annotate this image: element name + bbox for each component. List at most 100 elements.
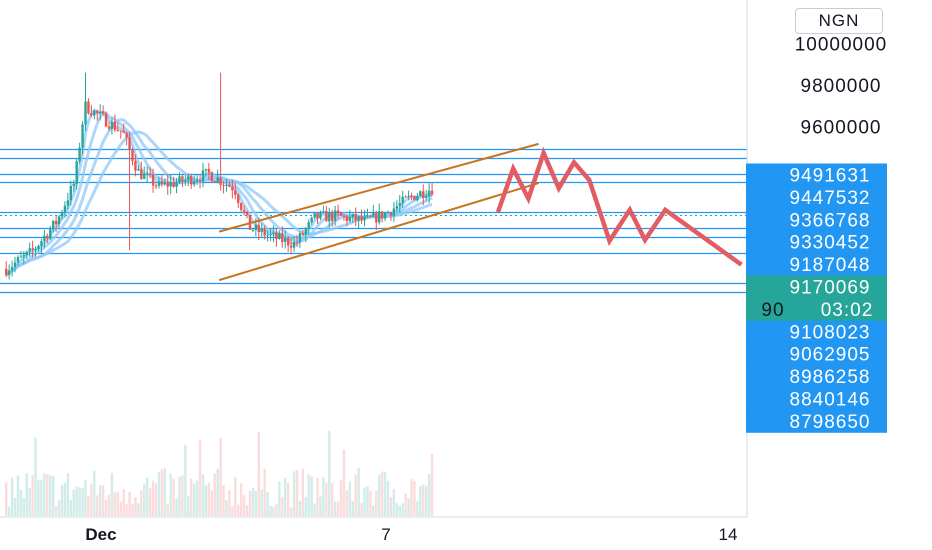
- volume-bar: [336, 501, 340, 516]
- candle-body: [96, 110, 99, 114]
- volume-bar: [298, 500, 302, 516]
- price-tag-label: 9447532: [790, 188, 871, 209]
- volume-bar: [213, 473, 216, 516]
- candle-body: [410, 195, 413, 197]
- candle-body: [31, 248, 34, 250]
- volume-bar: [372, 505, 375, 516]
- candle-body: [422, 191, 425, 199]
- volume-bar: [119, 501, 122, 516]
- volume-bar: [175, 498, 178, 516]
- candle-body: [63, 205, 67, 213]
- volume-bar: [425, 485, 428, 516]
- candle-body: [430, 190, 434, 195]
- volume-bar: [101, 485, 105, 516]
- price-tag: [746, 185, 887, 209]
- candle-body: [19, 256, 23, 258]
- candle-body: [143, 173, 146, 179]
- volume-bar: [219, 438, 222, 516]
- volume-bar: [128, 491, 131, 516]
- volume-bar: [245, 505, 249, 516]
- candle-body: [57, 216, 61, 225]
- volume-bar: [60, 484, 64, 516]
- candle-body: [275, 232, 278, 240]
- volume-bar: [304, 496, 307, 516]
- volume-bar: [178, 476, 181, 516]
- volume-bar: [148, 488, 152, 516]
- candle-body: [425, 196, 428, 199]
- candle-body: [369, 215, 372, 217]
- candle-body: [137, 169, 140, 171]
- price-tag: [746, 163, 887, 187]
- candle-body: [357, 216, 360, 221]
- volume-bar: [295, 469, 299, 516]
- candle-body: [131, 149, 134, 161]
- volume-bar: [5, 482, 8, 516]
- candle-body: [128, 137, 131, 150]
- volume-bar: [254, 490, 258, 516]
- candle-body: [351, 213, 354, 217]
- volume-bar: [366, 486, 369, 516]
- candle-body: [7, 270, 11, 275]
- candle-body: [93, 110, 96, 116]
- candle-body: [198, 180, 202, 182]
- candle-body: [84, 101, 87, 125]
- candle-body: [184, 179, 187, 182]
- time-axis[interactable]: Dec 7 14: [85, 525, 737, 544]
- candle-body: [345, 216, 349, 222]
- candle-body: [160, 181, 164, 184]
- candle-body: [16, 257, 20, 263]
- candle-body: [266, 234, 269, 236]
- candle-body: [151, 174, 155, 186]
- candle-body: [304, 228, 307, 235]
- volume-bar: [49, 475, 52, 516]
- candle-body: [195, 180, 199, 182]
- projection-path[interactable]: [495, 146, 743, 267]
- channel-lower-line[interactable]: [218, 182, 539, 282]
- price-tag-label: 8986258: [790, 367, 871, 388]
- currency-label[interactable]: NGN: [795, 8, 883, 34]
- volume-bar: [378, 474, 381, 516]
- volume-bar: [78, 487, 81, 516]
- candle-body: [295, 241, 299, 243]
- volume-bar: [10, 477, 14, 516]
- candle-body: [342, 215, 346, 217]
- x-tick-label: Dec: [85, 525, 116, 544]
- candle-body: [125, 133, 128, 138]
- candle-body: [210, 172, 213, 182]
- candle-body: [251, 229, 255, 231]
- volume-bar: [16, 475, 20, 516]
- candle-body: [90, 113, 93, 116]
- candle-body: [333, 210, 337, 221]
- candle-body: [286, 238, 290, 246]
- volume-bar: [66, 473, 70, 516]
- volume-bar: [234, 476, 237, 516]
- volume-bar: [266, 491, 269, 516]
- volume-bar: [242, 495, 246, 516]
- channel-upper-line[interactable]: [218, 142, 539, 233]
- y-tick-label: 10000000: [795, 35, 888, 56]
- candle-body: [386, 212, 390, 214]
- volume-bar: [192, 483, 196, 516]
- candle-body: [54, 220, 58, 225]
- volume-bar: [410, 479, 413, 516]
- volume-bar: [248, 490, 252, 516]
- volume-bar: [154, 483, 158, 516]
- volume-bar: [357, 468, 360, 516]
- volume-bar: [401, 503, 404, 516]
- candle-body: [416, 196, 419, 201]
- volume-bar: [263, 468, 266, 516]
- projection-zigzag[interactable]: [495, 146, 743, 267]
- candle-body: [354, 213, 357, 221]
- x-tick-label: 14: [719, 525, 738, 544]
- candle-body: [140, 169, 143, 179]
- volume-bar: [251, 487, 255, 516]
- price-tag-label: 9062905: [790, 345, 871, 366]
- candle-body: [113, 121, 117, 131]
- volume-bar: [307, 474, 310, 516]
- volume-bar: [419, 486, 422, 516]
- ascending-channel[interactable]: [218, 142, 539, 282]
- volume-bar: [37, 480, 40, 516]
- volume-bar: [430, 453, 434, 516]
- volume-bar: [19, 489, 23, 516]
